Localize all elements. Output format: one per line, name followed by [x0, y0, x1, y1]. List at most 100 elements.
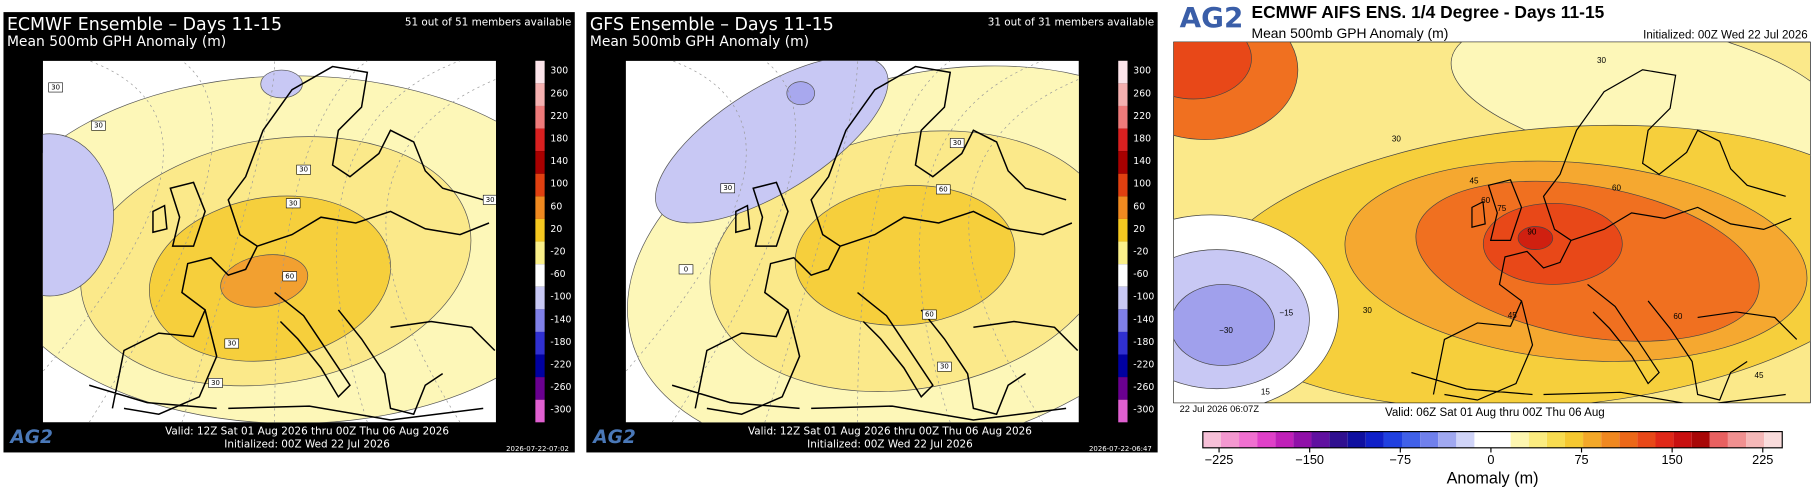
contour-label-box	[936, 184, 951, 195]
graticule	[857, 60, 951, 423]
contour-label: 30	[1392, 135, 1402, 144]
colorbar-swatch	[1118, 196, 1128, 219]
colorbar-swatch	[1347, 431, 1366, 448]
contour-label: 15	[1261, 387, 1271, 396]
colorbar-tick-label: −225	[1205, 452, 1234, 467]
colorbar-swatch	[1329, 431, 1348, 448]
colorbar-swatch	[1546, 431, 1565, 448]
colorbar-swatch	[535, 286, 545, 310]
colorbar-tick-label: 60	[550, 201, 562, 212]
colorbar-swatch	[535, 264, 545, 287]
colorbar-swatch	[1673, 431, 1692, 448]
logo: AG2	[8, 427, 52, 448]
colorbar-tick-label: 100	[1133, 179, 1151, 190]
contour-label-box	[678, 264, 694, 275]
run-time: 22 Jul 2026 06:07Z	[1180, 404, 1260, 414]
valid-time: Valid: 06Z Sat 01 Aug thru 00Z Thu 06 Au…	[1385, 407, 1605, 419]
colorbar-swatch	[1420, 431, 1439, 448]
colorbar-swatch	[535, 83, 545, 106]
colorbar-tick-label: 180	[1133, 133, 1151, 144]
graticule	[181, 60, 275, 423]
colorbar-swatch	[535, 309, 545, 332]
colorbar-tick-label: 20	[550, 224, 562, 235]
colorbar-swatch	[1709, 431, 1728, 448]
map: 30 30 45 60 75 90 60 45 30 −15 −30 15 60 45	[1173, 42, 1811, 403]
logo: AG2	[1180, 1, 1244, 34]
anomaly-area	[786, 81, 815, 106]
contour-label: 30	[953, 139, 962, 147]
colorbar-tick-label: 180	[550, 133, 568, 144]
colorbar-swatch	[1402, 431, 1421, 448]
colorbar-swatch	[1365, 431, 1384, 448]
colorbar-swatch	[1619, 431, 1638, 448]
colorbar-tick-label: 0	[1487, 452, 1494, 467]
colorbar-swatch	[535, 151, 545, 174]
colorbar-tick-label: -100	[1133, 292, 1154, 303]
colorbar-tick-label: -260	[1133, 382, 1154, 393]
colorbar-swatch	[1293, 431, 1312, 448]
map: 30 60 30 0 60 30	[625, 60, 1079, 423]
contour-label-box	[720, 183, 735, 194]
contour-label: 45	[1755, 371, 1765, 380]
colorbar-tick-label: 20	[1133, 224, 1145, 235]
contour-label-box	[91, 120, 106, 131]
anomaly-area	[220, 254, 309, 308]
anomaly-area	[794, 185, 1016, 326]
colorbar-swatch	[535, 331, 545, 355]
colorbar-swatch	[1118, 286, 1128, 310]
colorbar-tick-label: -220	[1133, 359, 1154, 370]
colorbar-swatch	[1691, 431, 1710, 448]
valid-time: Valid: 12Z Sat 01 Aug 2026 thru 00Z Thu …	[165, 426, 449, 438]
contour-label-box	[937, 361, 952, 372]
contour-label-box	[208, 377, 223, 388]
colorbar-swatch	[1118, 60, 1128, 84]
colorbar-tick-label: 300	[1133, 66, 1151, 77]
anomaly-area	[42, 133, 114, 297]
anomaly-area	[655, 60, 889, 224]
colorbar-swatch	[1118, 331, 1128, 355]
graticule	[968, 79, 1079, 423]
colorbar-tick-label: 140	[550, 156, 568, 167]
colorbar-swatch	[1118, 354, 1128, 378]
graticule	[42, 60, 164, 373]
contour-label: −15	[1279, 309, 1293, 318]
colorbar-tick-label: 75	[1574, 452, 1588, 467]
colorbar-swatch	[1257, 431, 1276, 448]
colorbar-tick-label: -60	[550, 269, 565, 280]
contour-label: 45	[1508, 311, 1518, 320]
colorbar-tick-label: -180	[1133, 337, 1154, 348]
members-available: 51 out of 51 members available	[405, 17, 571, 29]
contour-label-box	[296, 164, 311, 175]
logo: AG2	[591, 427, 635, 448]
timestamp: 2026-07-22-07:02	[506, 445, 569, 453]
colorbar-swatch	[535, 354, 545, 378]
colorbar-swatch	[1118, 264, 1128, 287]
contour-label-box	[285, 198, 301, 209]
colorbar-swatch	[1456, 431, 1475, 448]
colorbar-swatch	[1118, 241, 1128, 265]
colorbar-tick-label: -140	[550, 314, 571, 325]
colorbar-swatch	[535, 60, 545, 84]
colorbar-swatch	[1637, 431, 1656, 448]
panel-title: GFS Ensemble – Days 11-15	[590, 15, 834, 35]
colorbar-swatch	[535, 173, 545, 197]
colorbar-tick-label: 260	[550, 88, 568, 99]
contour-label: 30	[1363, 306, 1373, 315]
colorbar-swatch	[535, 105, 545, 129]
graticule	[625, 60, 747, 373]
colorbar-tick-label: -20	[1133, 246, 1148, 257]
colorbar-swatch	[1583, 431, 1602, 448]
colorbar-tick-label: -140	[1133, 314, 1154, 325]
contour-label: 30	[299, 166, 308, 174]
panel-subtitle: Mean 500mb GPH Anomaly (m)	[1252, 25, 1449, 41]
colorbar-swatch	[1202, 431, 1221, 448]
colorbar-swatch	[1118, 399, 1128, 423]
anomaly-area	[1517, 226, 1554, 251]
contour-label: −30	[1219, 326, 1233, 335]
initialized-time: Initialized: 00Z Wed 22 Jul 2026	[807, 438, 973, 450]
colorbar-tick-label: -300	[1133, 405, 1154, 416]
anomaly-area	[1173, 42, 1252, 100]
graticule	[385, 79, 496, 423]
